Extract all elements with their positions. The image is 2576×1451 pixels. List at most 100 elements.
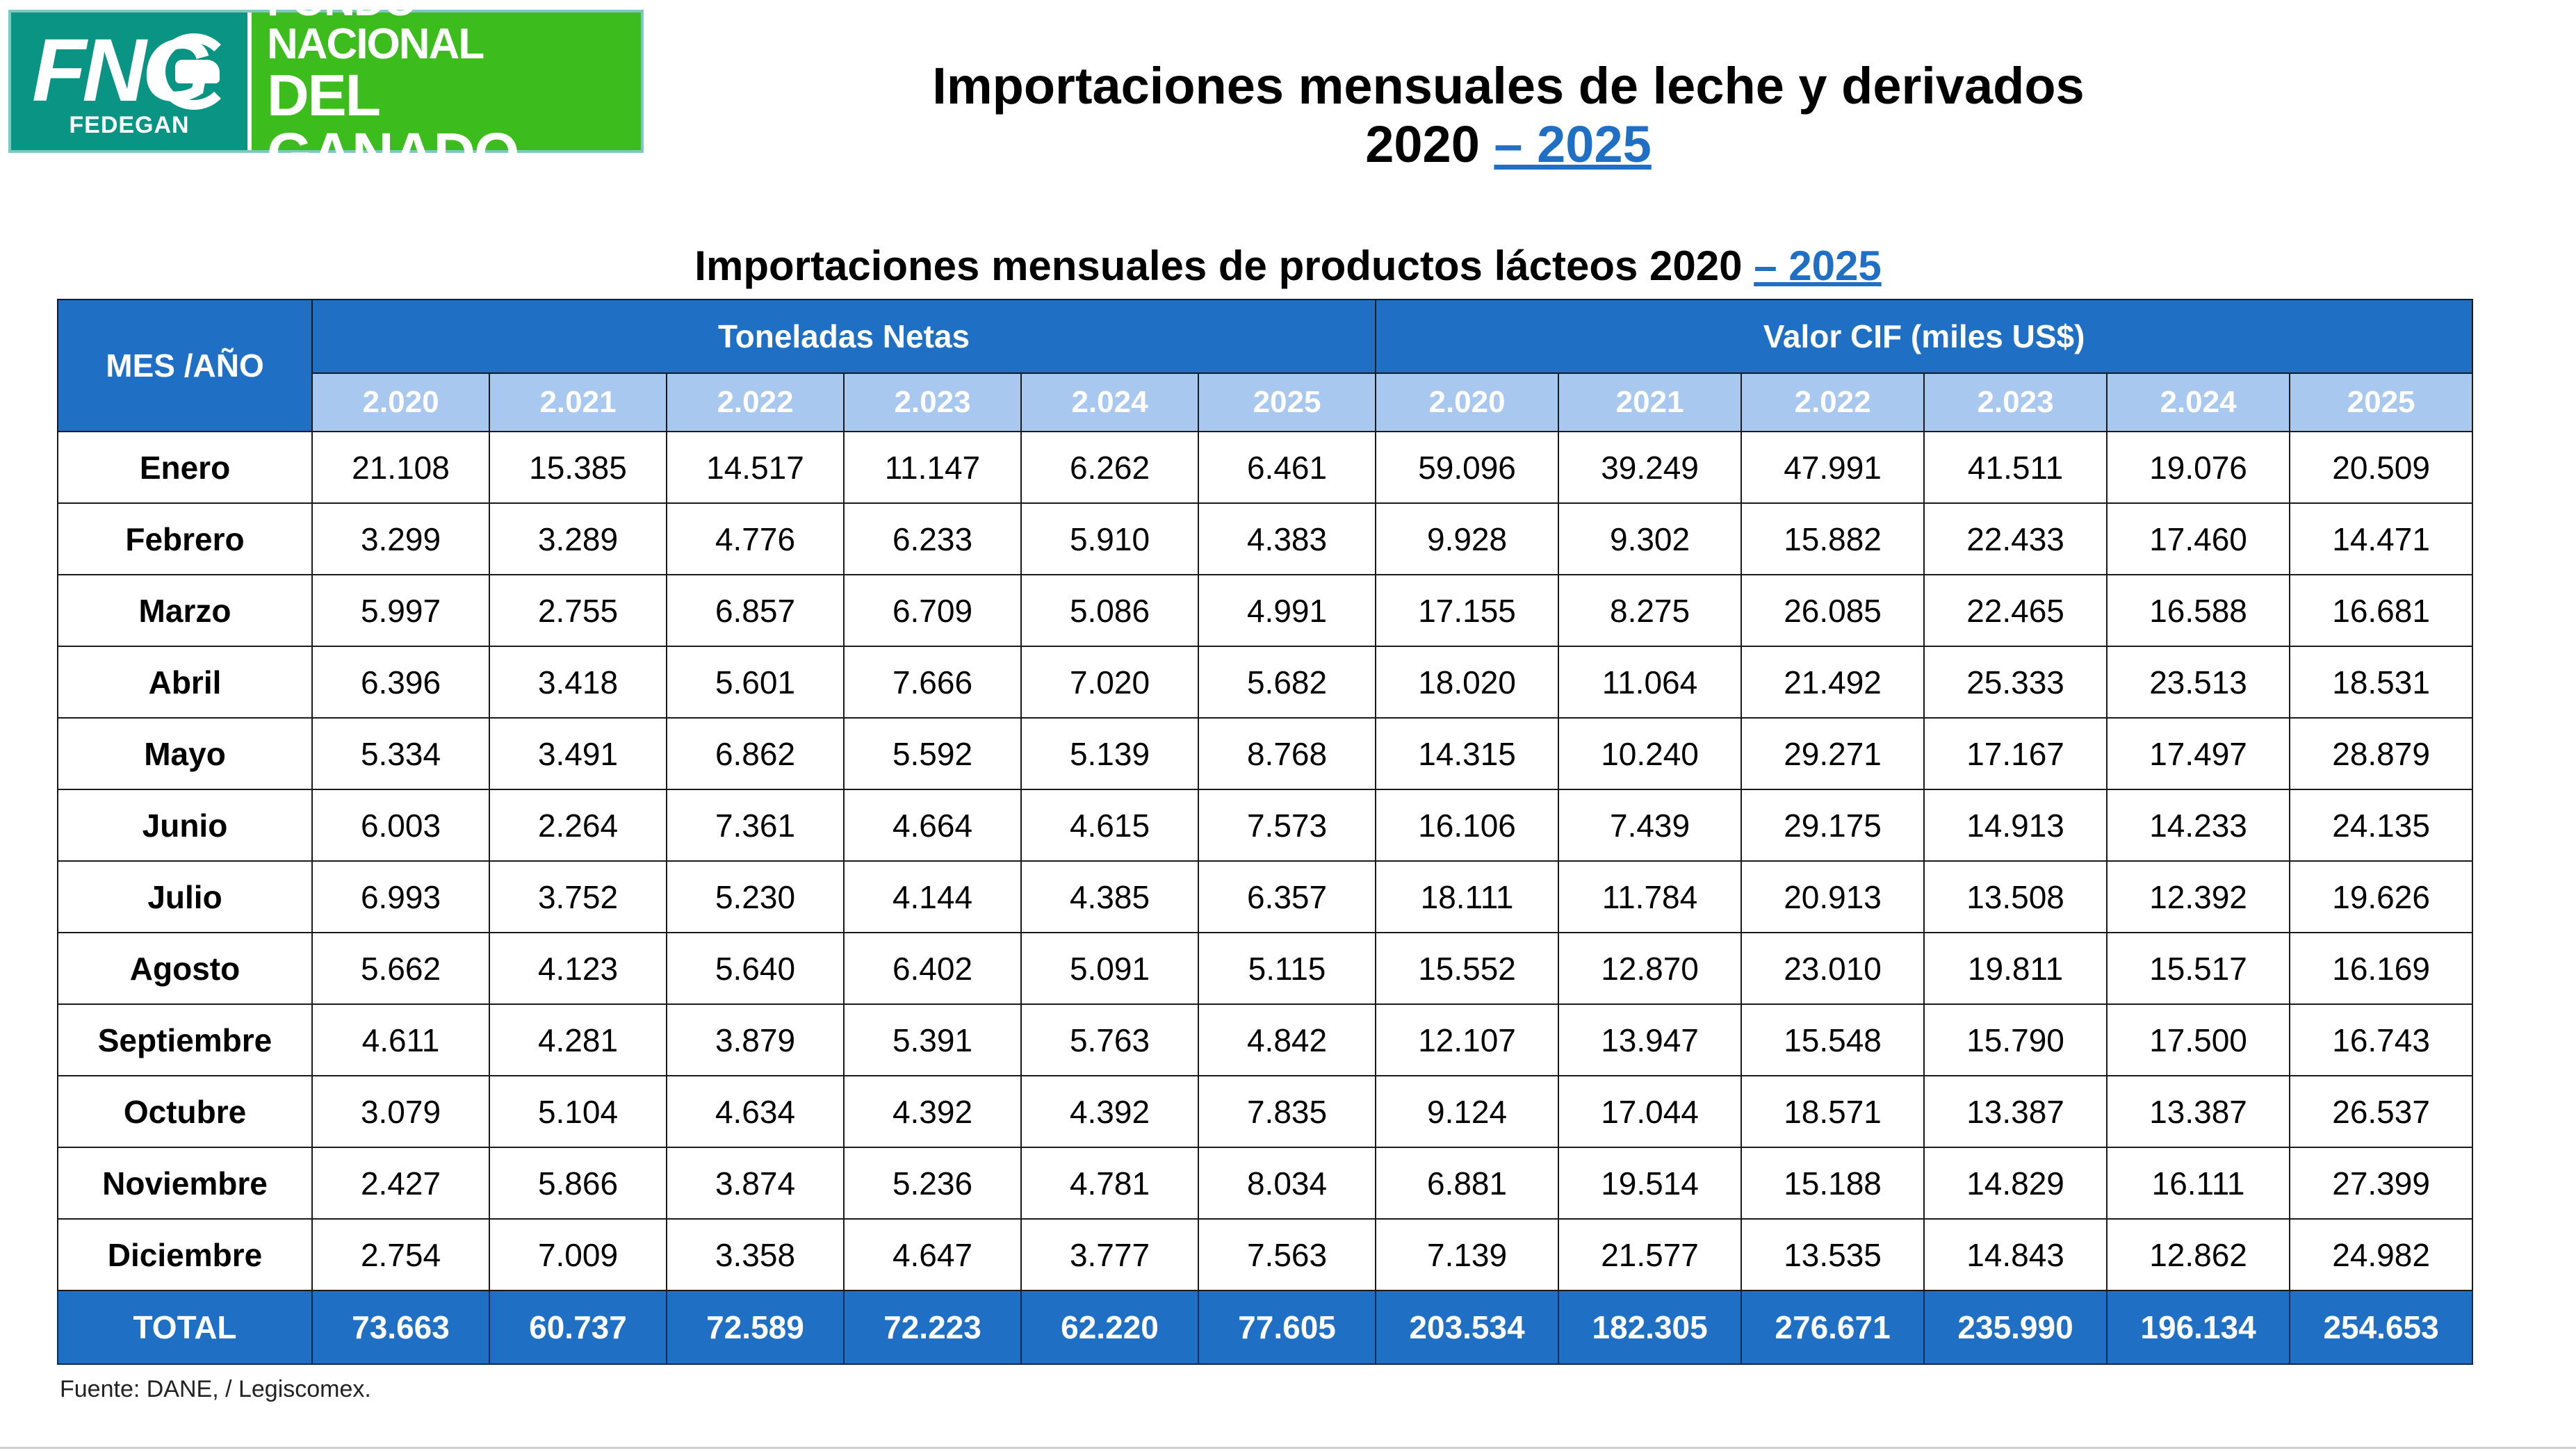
table-row: Diciembre 2.754 7.009 3.358 4.647 3.777 7.563 7… — [57, 1218, 2474, 1291]
valor-cell: 20.509 — [2289, 431, 2474, 504]
month-cell: Julio — [57, 860, 313, 933]
toneladas-cell: 4.383 — [1197, 502, 1377, 575]
total-valor-cell: 276.671 — [1741, 1290, 1925, 1365]
valor-cell: 12.392 — [2106, 860, 2291, 933]
valor-cell: 13.508 — [1923, 860, 2108, 933]
month-cell: Marzo — [57, 574, 313, 647]
valor-cell: 16.169 — [2289, 932, 2474, 1005]
total-toneladas-cell: 77.605 — [1197, 1290, 1377, 1365]
year-header-valor: 2.023 — [1923, 372, 2108, 432]
year-header-valor: 2.020 — [1375, 372, 1560, 432]
toneladas-cell: 3.752 — [489, 860, 667, 933]
month-cell: Abril — [57, 646, 313, 719]
valor-cell: 16.588 — [2106, 574, 2291, 647]
valor-cell: 9.302 — [1558, 502, 1743, 575]
toneladas-cell: 4.647 — [843, 1218, 1022, 1291]
table-row: Noviembre 2.427 5.866 3.874 5.236 4.781 8.034 6… — [57, 1147, 2474, 1220]
valor-cell: 29.175 — [1741, 789, 1925, 862]
toneladas-cell: 11.147 — [843, 431, 1022, 504]
page-title-line2: 2020 – 2025 — [695, 115, 2322, 174]
valor-cell: 26.537 — [2289, 1075, 2474, 1148]
page-title: Importaciones mensuales de leche y deriv… — [695, 57, 2322, 174]
total-toneladas-cell: 73.663 — [311, 1290, 490, 1365]
valor-cell: 16.106 — [1375, 789, 1560, 862]
toneladas-cell: 21.108 — [311, 431, 490, 504]
toneladas-cell: 4.776 — [666, 502, 845, 575]
toneladas-cell: 5.391 — [843, 1003, 1022, 1076]
toneladas-cell: 6.862 — [666, 717, 845, 790]
toneladas-cell: 5.592 — [843, 717, 1022, 790]
valor-cell: 59.096 — [1375, 431, 1560, 504]
valor-cell: 19.626 — [2289, 860, 2474, 933]
valor-cell: 13.535 — [1741, 1218, 1925, 1291]
valor-cell: 18.571 — [1741, 1075, 1925, 1148]
valor-cell: 28.879 — [2289, 717, 2474, 790]
table-row: Septiembre 4.611 4.281 3.879 5.391 5.763 4.842… — [57, 1003, 2474, 1076]
table-title: Importaciones mensuales de productos lác… — [0, 242, 2576, 290]
toneladas-cell: 4.634 — [666, 1075, 845, 1148]
valor-cell: 17.500 — [2106, 1003, 2291, 1076]
month-cell: Octubre — [57, 1075, 313, 1148]
toneladas-cell: 5.334 — [311, 717, 490, 790]
logo-wordmark: FONDO NACIONAL DEL GANADO — [252, 0, 641, 183]
valor-cell: 9.928 — [1375, 502, 1560, 575]
valor-cell: 17.460 — [2106, 502, 2291, 575]
valor-cell: 29.271 — [1741, 717, 1925, 790]
valor-cell: 15.790 — [1923, 1003, 2108, 1076]
page-title-line1: Importaciones mensuales de leche y deriv… — [932, 57, 2085, 115]
valor-cell: 9.124 — [1375, 1075, 1560, 1148]
toneladas-cell: 4.842 — [1197, 1003, 1377, 1076]
toneladas-cell: 4.991 — [1197, 574, 1377, 647]
month-cell: Enero — [57, 431, 313, 504]
toneladas-cell: 3.491 — [489, 717, 667, 790]
valor-cell: 10.240 — [1558, 717, 1743, 790]
toneladas-cell: 3.874 — [666, 1147, 845, 1220]
table-row: Marzo 5.997 2.755 6.857 6.709 5.086 4.991 17.15… — [57, 574, 2474, 647]
valor-cell: 12.107 — [1375, 1003, 1560, 1076]
table-title-text: Importaciones mensuales de productos lác… — [694, 243, 1743, 289]
valor-cell: 14.843 — [1923, 1218, 2108, 1291]
year-header-valor: 2.022 — [1741, 372, 1925, 432]
total-valor-cell: 254.653 — [2289, 1290, 2474, 1365]
valor-cell: 15.882 — [1741, 502, 1925, 575]
toneladas-cell: 5.230 — [666, 860, 845, 933]
valor-cell: 13.387 — [2106, 1075, 2291, 1148]
valor-cell: 15.548 — [1741, 1003, 1925, 1076]
year-header-toneladas: 2.022 — [666, 372, 845, 432]
logo-org: FEDEGAN — [69, 112, 190, 138]
title-year-link[interactable]: – 2025 — [1494, 115, 1652, 173]
toneladas-cell: 2.754 — [311, 1218, 490, 1291]
table-title-link[interactable]: – 2025 — [1754, 243, 1882, 289]
valor-cell: 19.811 — [1923, 932, 2108, 1005]
valor-cell: 17.167 — [1923, 717, 2108, 790]
valor-cell: 21.492 — [1741, 646, 1925, 719]
cow-icon — [175, 60, 220, 83]
toneladas-cell: 7.563 — [1197, 1218, 1377, 1291]
toneladas-cell: 4.664 — [843, 789, 1022, 862]
table-row: Mayo 5.334 3.491 6.862 5.592 5.139 8.768 14.315… — [57, 717, 2474, 790]
valor-cell: 25.333 — [1923, 646, 2108, 719]
toneladas-cell: 2.427 — [311, 1147, 490, 1220]
year-header-valor: 2021 — [1558, 372, 1743, 432]
valor-cell: 7.139 — [1375, 1218, 1560, 1291]
toneladas-cell: 6.233 — [843, 502, 1022, 575]
header-valor-cif: Valor CIF (miles US$) — [1375, 299, 2474, 374]
month-cell: Noviembre — [57, 1147, 313, 1220]
valor-cell: 6.881 — [1375, 1147, 1560, 1220]
table-row: Julio 6.993 3.752 5.230 4.144 4.385 6.357 18.11… — [57, 860, 2474, 933]
table-row: Abril 6.396 3.418 5.601 7.666 7.020 5.682 18.02… — [57, 646, 2474, 719]
toneladas-cell: 6.461 — [1197, 431, 1377, 504]
year-header-valor: 2025 — [2289, 372, 2474, 432]
valor-cell: 23.513 — [2106, 646, 2291, 719]
header-month-year: MES /AÑO — [57, 299, 313, 432]
toneladas-cell: 5.866 — [489, 1147, 667, 1220]
year-header-toneladas: 2.023 — [843, 372, 1022, 432]
toneladas-cell: 6.262 — [1020, 431, 1199, 504]
valor-cell: 12.862 — [2106, 1218, 2291, 1291]
toneladas-cell: 7.835 — [1197, 1075, 1377, 1148]
total-toneladas-cell: 72.223 — [843, 1290, 1022, 1365]
year-header-toneladas: 2.020 — [311, 372, 490, 432]
logo-emblem: FNG FEDEGAN — [11, 13, 247, 150]
valor-cell: 18.020 — [1375, 646, 1560, 719]
toneladas-cell: 5.139 — [1020, 717, 1199, 790]
